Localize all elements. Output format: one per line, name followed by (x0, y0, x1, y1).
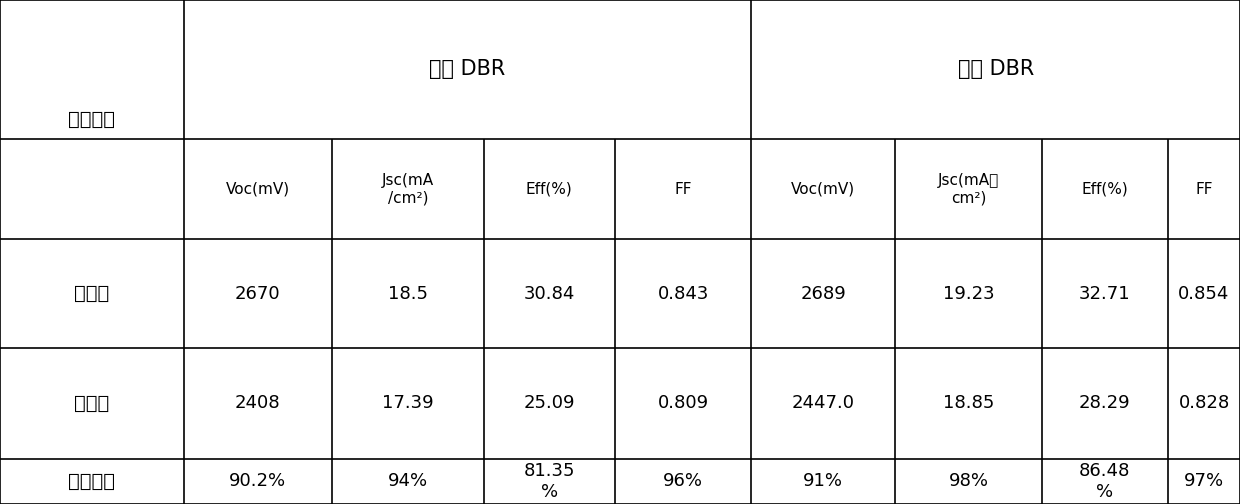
Text: 2408: 2408 (236, 394, 280, 412)
Text: Eff(%): Eff(%) (526, 181, 573, 197)
Text: 2689: 2689 (801, 285, 846, 302)
Text: 传统 DBR: 传统 DBR (429, 59, 506, 79)
Text: 0.854: 0.854 (1178, 285, 1230, 302)
Text: 电池类型: 电池类型 (68, 110, 115, 129)
Text: Eff(%): Eff(%) (1081, 181, 1128, 197)
Text: 98%: 98% (949, 472, 988, 490)
Text: Voc(mV): Voc(mV) (226, 181, 290, 197)
Text: 86.48
%: 86.48 % (1079, 462, 1131, 500)
Text: 2670: 2670 (236, 285, 280, 302)
Text: 28.29: 28.29 (1079, 394, 1131, 412)
Text: 17.39: 17.39 (382, 394, 434, 412)
Text: 0.843: 0.843 (657, 285, 709, 302)
Text: 新型 DBR: 新型 DBR (957, 59, 1034, 79)
Text: 94%: 94% (388, 472, 428, 490)
Text: FF: FF (1195, 181, 1213, 197)
Text: Jsc(mA／
cm²): Jsc(mA／ cm²) (937, 173, 999, 205)
Text: Jsc(mA
/cm²): Jsc(mA /cm²) (382, 173, 434, 205)
Text: 18.85: 18.85 (942, 394, 994, 412)
Text: 81.35
%: 81.35 % (523, 462, 575, 500)
Text: 19.23: 19.23 (942, 285, 994, 302)
Text: Voc(mV): Voc(mV) (791, 181, 856, 197)
Text: 30.84: 30.84 (523, 285, 575, 302)
Text: 90.2%: 90.2% (229, 472, 286, 490)
Text: 25.09: 25.09 (523, 394, 575, 412)
Text: 32.71: 32.71 (1079, 285, 1131, 302)
Text: 剩余因子: 剩余因子 (68, 472, 115, 491)
Text: 18.5: 18.5 (388, 285, 428, 302)
Text: 辐照后: 辐照后 (74, 394, 109, 413)
Text: 2447.0: 2447.0 (792, 394, 854, 412)
Text: 0.809: 0.809 (657, 394, 709, 412)
Text: 97%: 97% (1184, 472, 1224, 490)
Text: 0.828: 0.828 (1178, 394, 1230, 412)
Text: FF: FF (675, 181, 692, 197)
Text: 96%: 96% (663, 472, 703, 490)
Text: 91%: 91% (804, 472, 843, 490)
Text: 辐照前: 辐照前 (74, 284, 109, 303)
